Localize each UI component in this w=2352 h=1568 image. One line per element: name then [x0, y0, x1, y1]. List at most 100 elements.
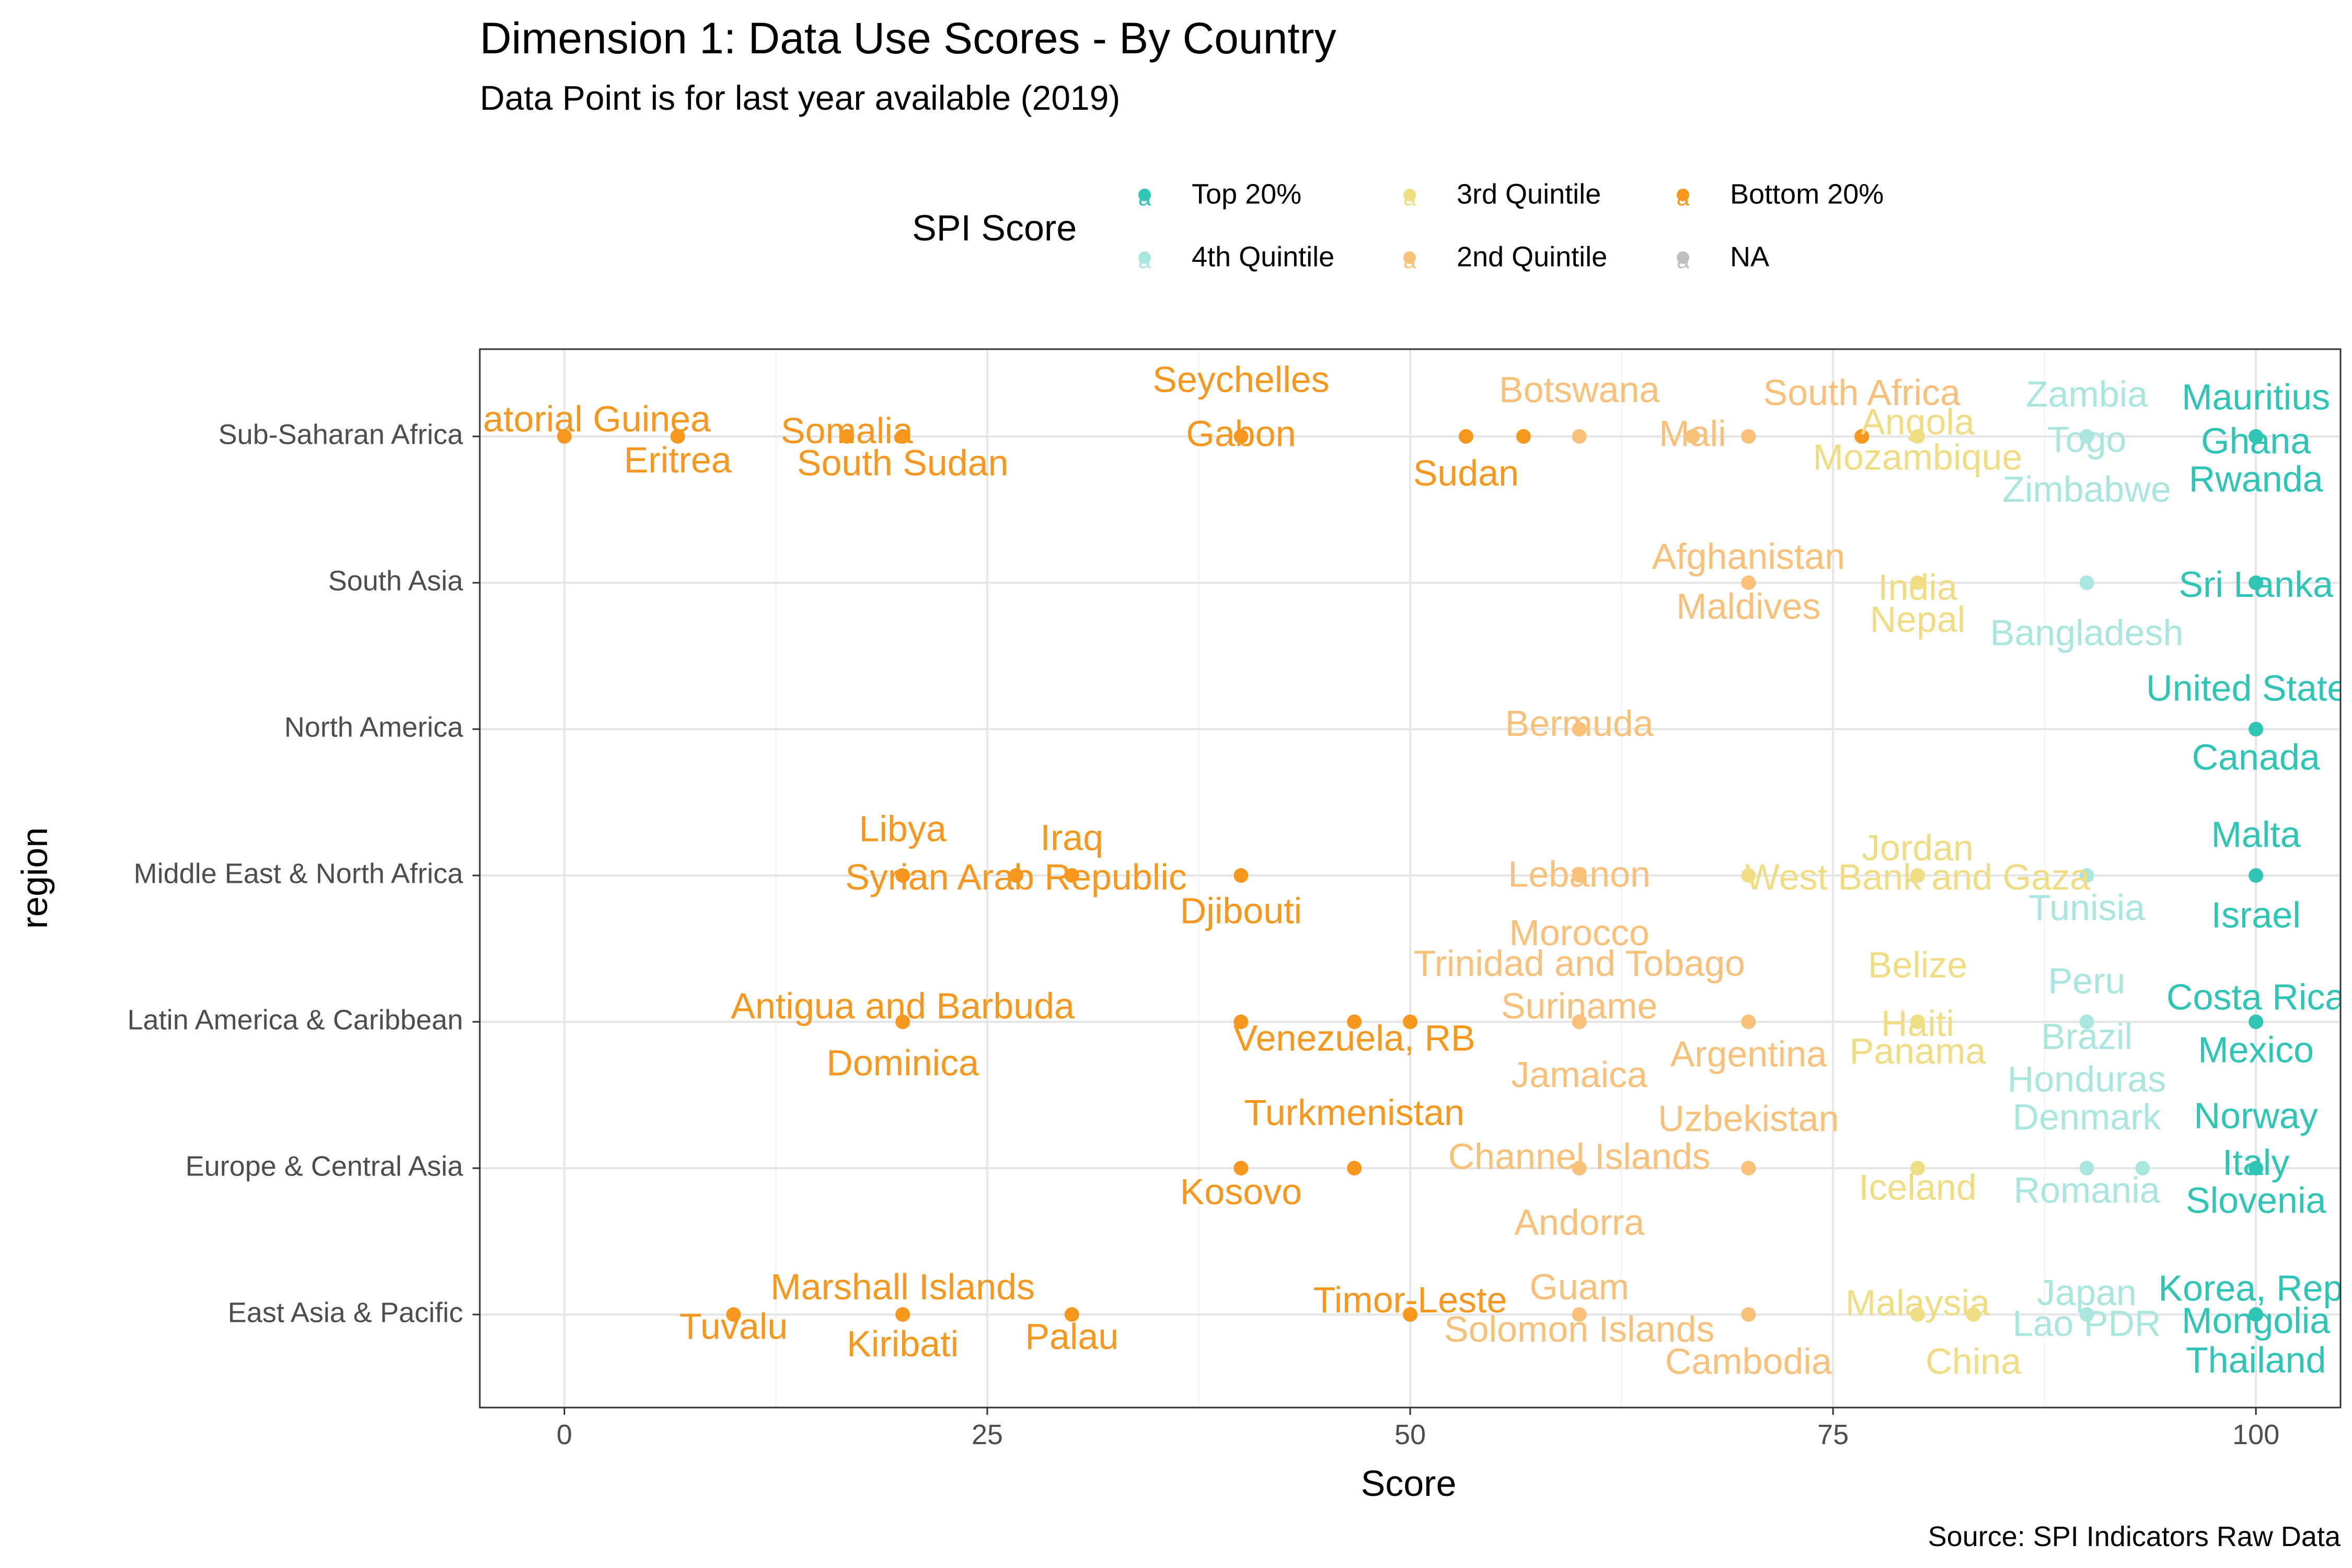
data-point — [895, 429, 910, 444]
point-label: Tuvalu — [679, 1306, 788, 1346]
point-label: South Sudan — [797, 442, 1009, 483]
point-label: Palau — [1025, 1316, 1119, 1357]
legend-label: 3rd Quintile — [1457, 178, 1601, 210]
data-points — [557, 429, 2264, 1322]
y-tick-label: North America — [284, 711, 464, 743]
x-axis-ticks: 0 25 50 75 100 — [557, 1408, 2279, 1450]
point-label: Argentina — [1670, 1034, 1827, 1075]
point-label: Angola — [1861, 401, 1975, 442]
x-tick-label: 75 — [1817, 1419, 1849, 1450]
point-label: Togo — [2047, 419, 2127, 460]
left-mask — [0, 349, 480, 1408]
data-point — [1233, 429, 1249, 444]
chart-subtitle: Data Point is for last year available (2… — [480, 78, 1120, 117]
y-tick-label: Middle East & North Africa — [134, 858, 464, 889]
legend-items: a Top 20% a 4th Quintile a 3rd Quintile a 2nd Q… — [1138, 178, 1884, 273]
data-point — [2249, 1161, 2264, 1175]
legend-title: SPI Score — [912, 207, 1077, 248]
data-point — [1458, 429, 1473, 444]
point-label: Malaysia — [1846, 1283, 1990, 1323]
gridlines — [480, 349, 2341, 1408]
data-point — [1572, 868, 1587, 883]
data-point — [2079, 868, 2094, 883]
data-point — [1741, 1161, 1756, 1175]
data-point — [2249, 1307, 2264, 1322]
point-label: Suriname — [1501, 985, 1658, 1026]
point-label: Sri Lanka — [2178, 564, 2333, 605]
data-point — [895, 1014, 910, 1029]
data-point — [1233, 1014, 1249, 1029]
legend-key-point — [1138, 251, 1151, 264]
data-point — [2249, 575, 2264, 590]
point-label: Sudan — [1413, 453, 1519, 493]
point-label: Gabon — [1186, 413, 1296, 454]
x-axis-title: Score — [1361, 1463, 1457, 1504]
legend-label: 4th Quintile — [1192, 241, 1334, 272]
point-label: Morocco — [1509, 912, 1649, 953]
data-point — [1572, 722, 1587, 736]
point-label: Slovenia — [2186, 1180, 2326, 1221]
y-tick-label: Europe & Central Asia — [186, 1150, 464, 1182]
data-point — [1741, 1014, 1756, 1029]
point-label: Thailand — [2186, 1340, 2326, 1380]
point-label: Seychelles — [1152, 359, 1330, 400]
data-point — [2079, 575, 2094, 590]
point-label: Bermuda — [1505, 703, 1654, 744]
point-label: Brazil — [2041, 1016, 2132, 1057]
data-point — [1854, 429, 1870, 444]
point-label: South Africa — [1763, 372, 1961, 413]
point-label: Solomon Islands — [1444, 1309, 1715, 1350]
point-label: Uzbekistan — [1658, 1098, 1839, 1139]
x-tick-label: 25 — [972, 1419, 1003, 1450]
point-label: Mauritius — [2182, 376, 2330, 417]
data-point — [1910, 1161, 1925, 1175]
point-label: Nepal — [1870, 599, 1965, 640]
point-label: Ghana — [2201, 420, 2311, 461]
point-label: Eritrea — [624, 440, 732, 480]
y-axis-title: region — [14, 827, 55, 929]
data-point — [2249, 1014, 2264, 1029]
data-point — [1741, 429, 1756, 444]
point-label: Trinidad and Tobago — [1413, 943, 1745, 984]
data-point — [2249, 868, 2264, 883]
point-label: Dominica — [826, 1042, 979, 1083]
data-point — [1910, 868, 1925, 883]
right-mask — [2341, 349, 2352, 1408]
point-label: Botswana — [1499, 369, 1659, 410]
point-label: Maldives — [1676, 586, 1820, 627]
point-label: Jamaica — [1511, 1054, 1647, 1095]
data-point — [557, 429, 572, 444]
data-point — [1572, 1307, 1587, 1322]
data-point — [895, 868, 910, 883]
data-point — [1403, 1307, 1417, 1322]
point-label: Marshall Islands — [770, 1266, 1035, 1307]
point-label: Haiti — [1881, 1003, 1954, 1044]
chart-title: Dimension 1: Data Use Scores - By Countr… — [480, 14, 1336, 63]
legend-label: Bottom 20% — [1730, 178, 1884, 210]
data-point — [2135, 1161, 2150, 1175]
point-label: Syrian Arab Republic — [845, 857, 1187, 897]
point-label: Mali — [1659, 413, 1726, 454]
legend-key-glyph: a — [1677, 248, 1690, 273]
point-label: Zambia — [2026, 374, 2148, 414]
point-label: Rwanda — [2189, 458, 2323, 499]
data-point — [1403, 1014, 1417, 1029]
data-point — [1064, 1307, 1079, 1322]
legend-key-point — [1677, 189, 1689, 201]
point-label: Belize — [1868, 944, 1968, 985]
point-label: Libya — [859, 808, 946, 849]
point-label: Kiribati — [847, 1323, 959, 1364]
data-point — [1572, 1161, 1587, 1175]
point-label: Turkmenistan — [1244, 1092, 1464, 1133]
point-label: Norway — [2194, 1095, 2318, 1136]
data-point — [1910, 1307, 1925, 1322]
data-point — [2079, 1161, 2094, 1175]
chart-caption: Source: SPI Indicators Raw Data — [1928, 1521, 2341, 1552]
point-label: Lebanon — [1508, 854, 1651, 894]
y-tick-label: East Asia & Pacific — [228, 1297, 463, 1328]
data-point — [895, 1307, 910, 1322]
point-label: Canada — [2192, 736, 2320, 777]
legend-label: NA — [1730, 241, 1769, 272]
legend: SPI Score a Top 20% a 4th Quintile a 3rd Quin… — [912, 178, 1884, 273]
point-label: Kosovo — [1180, 1171, 1302, 1212]
